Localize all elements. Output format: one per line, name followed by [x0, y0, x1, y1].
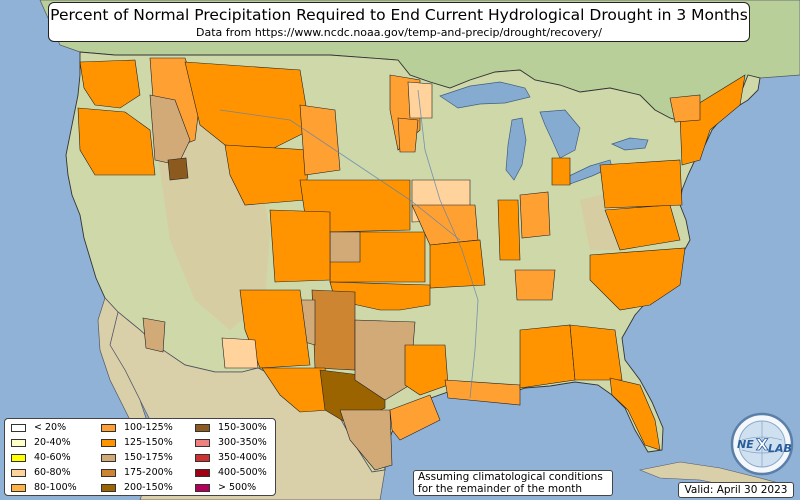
valid-date: Valid: April 30 2023 [678, 482, 794, 498]
legend-item: > 500% [195, 482, 256, 494]
region-missouri [429, 239, 486, 289]
legend-label: 40-60% [34, 452, 71, 463]
legend: < 20% 20-40% 40-60% 60-80% 80-100% 100-125% 12… [4, 418, 276, 496]
assumption-line-1: Assuming climatological conditions [418, 471, 603, 483]
legend-swatch [195, 483, 210, 492]
region-kentucky [514, 269, 556, 301]
legend-swatch [195, 468, 210, 477]
legend-label: > 500% [218, 482, 257, 493]
region-new-mexico-brown [311, 289, 356, 371]
map-subtitle: Data from https://www.ncdc.noaa.gov/temp… [196, 26, 602, 39]
legend-item: 300-350% [195, 437, 267, 449]
legend-item: 80-100% [11, 482, 77, 494]
legend-item: 350-400% [195, 452, 267, 464]
legend-label: < 20% [34, 422, 67, 433]
region-southeast [444, 379, 521, 406]
lake-ontario [611, 137, 649, 151]
legend-swatch [101, 423, 116, 432]
legend-item: 400-500% [195, 467, 267, 479]
region-colorado [269, 209, 331, 283]
legend-label: 80-100% [34, 482, 77, 493]
region-baja-tan [142, 317, 166, 353]
legend-swatch [101, 468, 116, 477]
region-kansas-tan [329, 231, 361, 263]
region-washington [79, 59, 141, 109]
legend-item: 200-150% [101, 482, 173, 494]
legend-item: 20-40% [11, 437, 71, 449]
logo-meridian [741, 421, 783, 467]
region-minnesota-light [407, 81, 433, 119]
region-idaho-tan [149, 94, 191, 166]
legend-swatch [195, 453, 210, 462]
region-idaho-brown [167, 157, 189, 181]
legend-swatch [195, 423, 210, 432]
region-illinois [497, 199, 521, 261]
region-texas-gulf [389, 394, 441, 441]
drought-regions [77, 57, 746, 471]
region-wisconsin [397, 117, 419, 153]
legend-label: 175-200% [124, 467, 173, 478]
legend-item: < 20% [11, 422, 66, 434]
region-pennsylvania [599, 159, 683, 209]
legend-item: 150-175% [101, 452, 173, 464]
region-arizona [239, 289, 311, 369]
legend-label: 150-175% [124, 452, 173, 463]
nexlab-logo: NE X LAB [730, 412, 794, 476]
legend-swatch [101, 438, 116, 447]
rivers [219, 89, 479, 399]
region-new-york [669, 94, 701, 123]
legend-label: 100-125% [124, 422, 173, 433]
legend-item: 40-60% [11, 452, 71, 464]
region-alabama [519, 324, 576, 389]
legend-item: 175-200% [101, 467, 173, 479]
legend-item: 125-150% [101, 437, 173, 449]
region-texas-west [261, 367, 331, 413]
legend-swatch [11, 423, 26, 432]
region-ohio [551, 157, 571, 186]
region-indiana [519, 191, 551, 239]
region-carolinas [589, 247, 686, 311]
region-texas-tan [354, 319, 416, 401]
region-arizona-light [221, 337, 259, 369]
legend-item: 100-125% [101, 422, 173, 434]
assumption-line-2: for the remainder of the month [418, 482, 583, 495]
legend-label: 125-150% [124, 437, 173, 448]
legend-swatch [11, 453, 26, 462]
region-texas-south [339, 409, 393, 471]
mississippi-river [417, 89, 479, 399]
region-florida [609, 377, 661, 451]
legend-swatch [11, 438, 26, 447]
legend-label: 20-40% [34, 437, 71, 448]
lake-superior [439, 81, 531, 109]
lake-huron [539, 109, 581, 159]
logo-x-mark: X [756, 435, 769, 454]
region-virginia [604, 204, 681, 251]
map-title: Percent of Normal Precipitation Required… [50, 6, 748, 24]
legend-label: 300-350% [218, 437, 267, 448]
legend-label: 60-80% [34, 467, 71, 478]
lake-michigan [505, 117, 527, 181]
legend-item: 60-80% [11, 467, 71, 479]
missouri-river [219, 109, 461, 241]
region-louisiana [404, 344, 449, 396]
legend-label: 400-500% [218, 467, 267, 478]
legend-label: 150-300% [218, 422, 267, 433]
legend-swatch [101, 483, 116, 492]
region-georgia [569, 324, 623, 381]
region-new-england [679, 74, 746, 166]
logo-text-left: NE [737, 438, 754, 451]
logo-text-right: LAB [768, 442, 792, 455]
region-wyoming [224, 144, 311, 206]
title-box: Percent of Normal Precipitation Required… [48, 2, 750, 42]
legend-item: 150-300% [195, 422, 267, 434]
legend-swatch [101, 453, 116, 462]
legend-swatch [11, 483, 26, 492]
region-oregon [77, 107, 156, 176]
legend-swatch [11, 468, 26, 477]
assumption-note: Assuming climatological conditions for t… [413, 470, 613, 496]
legend-swatch [195, 438, 210, 447]
legend-label: 200-150% [124, 482, 173, 493]
legend-label: 350-400% [218, 452, 267, 463]
